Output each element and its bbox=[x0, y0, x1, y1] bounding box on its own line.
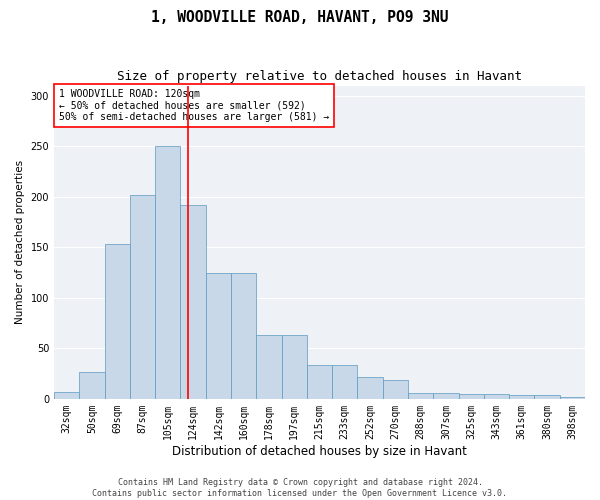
Bar bbox=[535, 395, 560, 399]
Bar bbox=[433, 393, 458, 399]
Text: Contains HM Land Registry data © Crown copyright and database right 2024.
Contai: Contains HM Land Registry data © Crown c… bbox=[92, 478, 508, 498]
Bar bbox=[358, 376, 383, 399]
X-axis label: Distribution of detached houses by size in Havant: Distribution of detached houses by size … bbox=[172, 444, 467, 458]
Bar bbox=[79, 372, 104, 399]
Bar bbox=[155, 146, 181, 399]
Bar bbox=[307, 366, 332, 399]
Bar bbox=[181, 205, 206, 399]
Bar bbox=[408, 393, 433, 399]
Bar bbox=[560, 397, 585, 399]
Text: 1 WOODVILLE ROAD: 120sqm
← 50% of detached houses are smaller (592)
50% of semi-: 1 WOODVILLE ROAD: 120sqm ← 50% of detach… bbox=[59, 88, 329, 122]
Bar bbox=[383, 380, 408, 399]
Bar bbox=[332, 366, 358, 399]
Bar bbox=[281, 335, 307, 399]
Text: 1, WOODVILLE ROAD, HAVANT, PO9 3NU: 1, WOODVILLE ROAD, HAVANT, PO9 3NU bbox=[151, 10, 449, 25]
Bar bbox=[104, 244, 130, 399]
Bar bbox=[54, 392, 79, 399]
Y-axis label: Number of detached properties: Number of detached properties bbox=[15, 160, 25, 324]
Bar bbox=[206, 272, 231, 399]
Title: Size of property relative to detached houses in Havant: Size of property relative to detached ho… bbox=[117, 70, 522, 83]
Bar bbox=[130, 194, 155, 399]
Bar bbox=[484, 394, 509, 399]
Bar bbox=[458, 394, 484, 399]
Bar bbox=[231, 272, 256, 399]
Bar bbox=[256, 335, 281, 399]
Bar bbox=[509, 395, 535, 399]
